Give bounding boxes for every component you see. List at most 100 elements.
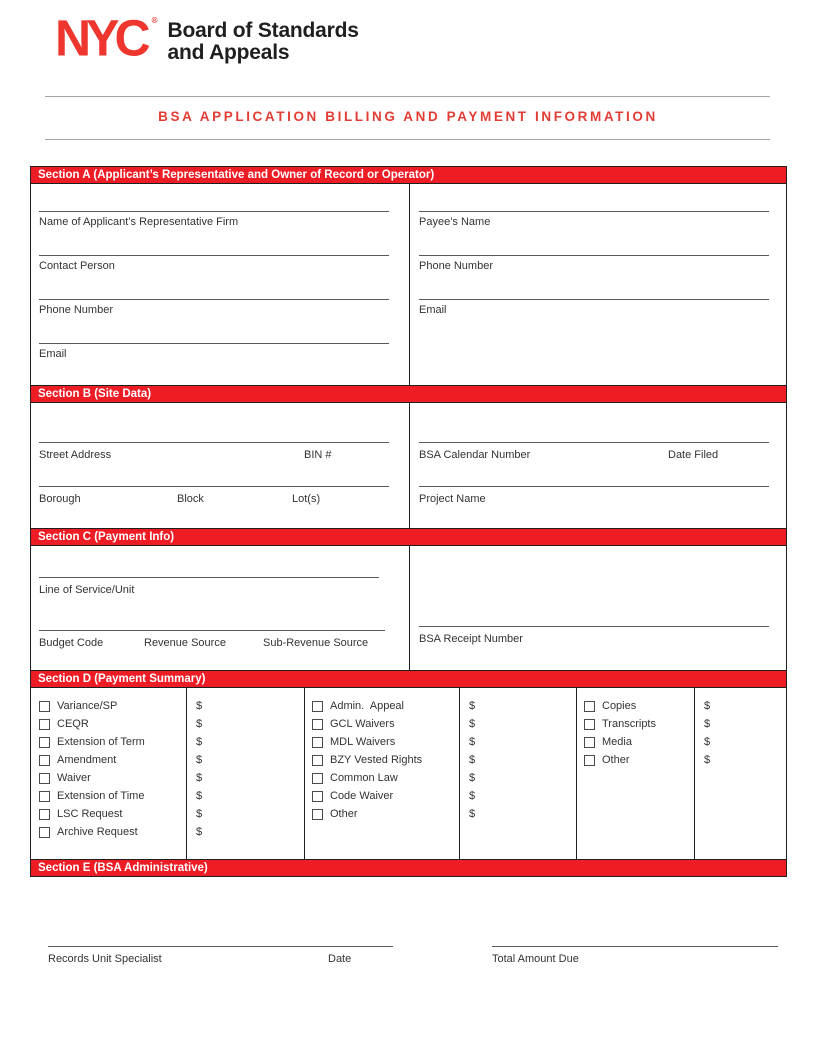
dollar-amount-field[interactable]: $ — [469, 754, 476, 766]
dollar-amount-field[interactable]: $ — [196, 772, 203, 784]
input-line[interactable] — [39, 343, 389, 344]
dollar-amount-field[interactable]: $ — [469, 718, 476, 730]
section-a-header: Section A (Applicant’s Representative an… — [31, 166, 786, 184]
dollar-amount-field[interactable]: $ — [196, 808, 203, 820]
fee-item: Extension of Term — [39, 733, 186, 751]
dollar-amount-field[interactable]: $ — [704, 736, 711, 748]
checkbox[interactable] — [39, 772, 50, 784]
fee-label: Code Waiver — [330, 790, 394, 802]
dollar-amount-field[interactable]: $ — [469, 790, 476, 802]
dollar-amount-field[interactable]: $ — [196, 754, 203, 766]
section-b-left-column: Street Address BIN # Borough Block Lot(s… — [31, 403, 409, 528]
fee-amount-column-1: $ $ $ $ $ $ $ $ — [186, 688, 304, 859]
records-unit-signature-block: Records Unit Specialist Date — [48, 946, 393, 967]
input-line[interactable] — [39, 299, 389, 300]
checkbox[interactable] — [312, 790, 323, 802]
checkbox[interactable] — [312, 736, 323, 748]
date-filed-label: Date Filed — [668, 449, 719, 461]
input-line[interactable] — [39, 630, 385, 631]
checkbox[interactable] — [584, 700, 595, 712]
checkbox[interactable] — [39, 754, 50, 766]
dollar-amount-field[interactable]: $ — [196, 718, 203, 730]
section-a-right-column: Payee’s Name Phone Number Email — [409, 184, 786, 385]
input-line[interactable] — [39, 255, 389, 256]
fee-item: Common Law — [312, 769, 459, 787]
page-title: BSA APPLICATION BILLING AND PAYMENT INFO… — [158, 109, 658, 124]
fee-label: Admin. Appeal — [330, 700, 404, 712]
checkbox[interactable] — [39, 790, 50, 802]
fee-item: Amendment — [39, 751, 186, 769]
checkbox[interactable] — [312, 772, 323, 784]
checkbox[interactable] — [39, 718, 50, 730]
section-b-right-column: BSA Calendar Number Date Filed Project N… — [409, 403, 786, 528]
input-line[interactable] — [419, 442, 769, 443]
input-line[interactable] — [419, 255, 769, 256]
fee-label: Media — [602, 736, 632, 748]
dollar-amount-field[interactable]: $ — [469, 772, 476, 784]
checkbox[interactable] — [39, 700, 50, 712]
checkbox[interactable] — [39, 808, 50, 820]
dollar-amount-field[interactable]: $ — [196, 790, 203, 802]
divider — [45, 96, 770, 97]
input-line[interactable] — [419, 486, 769, 487]
registered-trademark-icon: ® — [151, 16, 158, 25]
fee-checkbox-column-2: Admin. Appeal GCL Waivers MDL Waivers BZ… — [304, 688, 459, 859]
fee-label: Waiver — [57, 772, 91, 784]
checkbox[interactable] — [584, 736, 595, 748]
dollar-amount-field[interactable]: $ — [196, 736, 203, 748]
fee-item: BZY Vested Rights — [312, 751, 459, 769]
dollar-amount-field[interactable]: $ — [704, 718, 711, 730]
fee-label: LSC Request — [57, 808, 123, 820]
fee-label: Other — [602, 754, 630, 766]
fee-label: Common Law — [330, 772, 398, 784]
total-amount-line[interactable] — [492, 946, 778, 947]
input-line[interactable] — [39, 442, 389, 443]
fee-item: Other — [312, 805, 459, 823]
form-field: Phone Number — [419, 255, 786, 299]
input-line[interactable] — [39, 486, 389, 487]
fee-item: Variance/SP — [39, 697, 186, 715]
input-line[interactable] — [39, 577, 379, 578]
checkbox[interactable] — [312, 700, 323, 712]
checkbox[interactable] — [39, 736, 50, 748]
fee-item: Archive Request — [39, 823, 186, 841]
dollar-amount-field[interactable]: $ — [196, 700, 203, 712]
signature-line[interactable] — [48, 946, 393, 947]
input-line[interactable] — [419, 626, 769, 627]
budget-code-label: Budget Code — [39, 637, 104, 649]
fee-item: MDL Waivers — [312, 733, 459, 751]
nyc-bsa-logo: NYC ® Board of Standards and Appeals — [55, 11, 359, 64]
org-name-line2: and Appeals — [167, 41, 290, 64]
fee-label: Transcripts — [602, 718, 656, 730]
records-unit-specialist-label: Records Unit Specialist — [48, 953, 162, 965]
checkbox[interactable] — [584, 754, 595, 766]
checkbox[interactable] — [312, 718, 323, 730]
section-e-header: Section E (BSA Administrative) — [31, 859, 786, 877]
checkbox[interactable] — [312, 808, 323, 820]
borough-label: Borough — [39, 493, 81, 505]
checkbox[interactable] — [39, 826, 50, 838]
checkbox[interactable] — [312, 754, 323, 766]
dollar-amount-field[interactable]: $ — [704, 754, 711, 766]
field-label: Email — [39, 348, 67, 360]
dollar-amount-field[interactable]: $ — [196, 826, 203, 838]
fee-item: Transcripts — [584, 715, 694, 733]
form-field: Email — [39, 343, 409, 385]
dollar-amount-field[interactable]: $ — [469, 808, 476, 820]
section-c-body: Line of Service/Unit Budget Code Revenue… — [31, 546, 786, 670]
fee-item: Copies — [584, 697, 694, 715]
checkbox[interactable] — [584, 718, 595, 730]
fee-checkbox-column-1: Variance/SP CEQR Extension of Term Amend… — [31, 688, 186, 859]
dollar-amount-field[interactable]: $ — [469, 700, 476, 712]
dollar-amount-field[interactable]: $ — [704, 700, 711, 712]
total-amount-due-block: Total Amount Due — [492, 946, 778, 967]
input-line[interactable] — [419, 299, 769, 300]
input-line[interactable] — [39, 211, 389, 212]
dollar-amount-field[interactable]: $ — [469, 736, 476, 748]
fee-item: LSC Request — [39, 805, 186, 823]
fee-label: MDL Waivers — [330, 736, 396, 748]
input-line[interactable] — [419, 211, 769, 212]
section-d-body: Variance/SP CEQR Extension of Term Amend… — [31, 688, 786, 859]
divider — [45, 139, 770, 140]
fee-label: Extension of Term — [57, 736, 145, 748]
